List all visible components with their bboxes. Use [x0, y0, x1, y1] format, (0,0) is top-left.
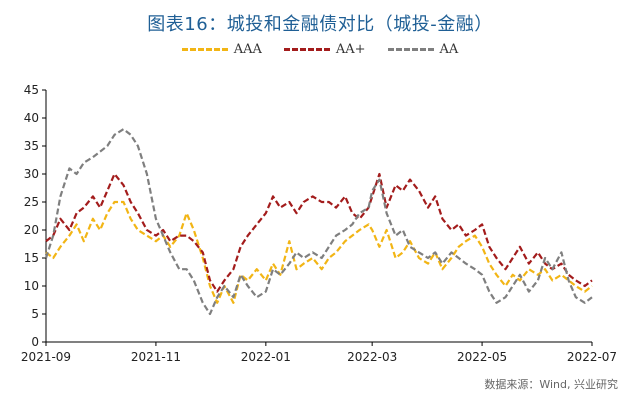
x-tick-label-0: 2021-09 [21, 350, 71, 364]
y-tick-label-5: 25 [24, 195, 39, 209]
y-tick-label-3: 15 [24, 251, 39, 265]
x-tick-label-4: 2022-05 [457, 350, 507, 364]
y-tick-label-2: 10 [24, 279, 39, 293]
legend-swatch-aa-plus [283, 48, 330, 51]
legend-item-aaa: AAA [181, 42, 262, 57]
y-tick-label-4: 20 [24, 223, 39, 237]
series-line-aa [44, 128, 593, 316]
x-tick-label-1: 2021-11 [131, 350, 181, 364]
y-tick-label-9: 45 [24, 83, 39, 97]
legend-swatch-aa [387, 48, 434, 51]
data-source-note: 数据来源：Wind, 兴业研究 [484, 378, 618, 391]
x-tick-label-3: 2022-03 [347, 350, 397, 364]
legend-label-aa-plus: AA+ [335, 42, 366, 57]
series-line-aaa [45, 200, 593, 304]
series-line-aa-plus [45, 172, 593, 293]
legend-label-aaa: AAA [233, 42, 262, 57]
chart-legend: AAA AA+ AA [0, 42, 640, 57]
legend-label-aa: AA [439, 42, 459, 57]
x-tick-label-5: 2022-07 [567, 350, 617, 364]
x-tick-label-2: 2022-01 [241, 350, 291, 364]
y-tick-label-8: 40 [24, 111, 39, 125]
legend-item-aa-plus: AA+ [283, 42, 366, 57]
y-tick-label-0: 0 [31, 335, 39, 349]
legend-item-aa: AA [387, 42, 459, 57]
y-tick-label-6: 30 [24, 167, 39, 181]
legend-swatch-aaa [181, 48, 228, 51]
chart-title: 图表16：城投和金融债对比（城投-金融） [147, 14, 493, 35]
y-tick-label-1: 5 [31, 307, 39, 321]
y-tick-label-7: 35 [24, 139, 39, 153]
